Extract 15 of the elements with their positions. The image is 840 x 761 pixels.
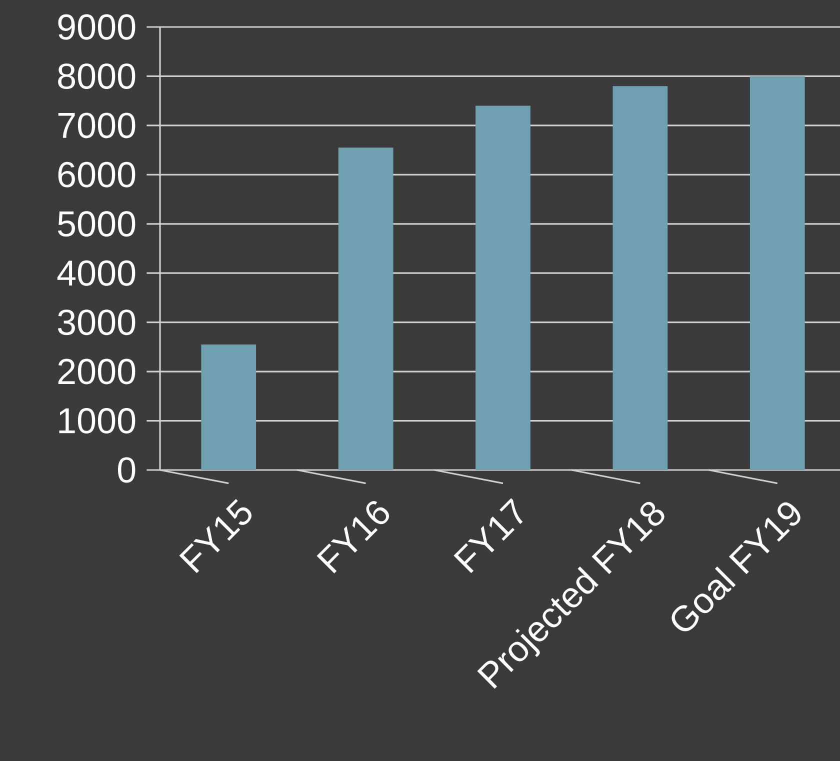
y-tick-label: 0 <box>118 457 136 483</box>
y-tick-label: 7000 <box>58 112 136 138</box>
bar <box>476 106 530 470</box>
bar <box>612 86 668 470</box>
y-tick-label: 3000 <box>58 310 136 336</box>
y-tick-label: 8000 <box>58 63 136 89</box>
bar <box>201 344 256 470</box>
y-tick-label: 1000 <box>59 408 136 434</box>
y-tick-label: 9000 <box>58 14 136 40</box>
bar <box>750 76 805 470</box>
y-tick-label: 4000 <box>57 260 136 286</box>
y-tick-label: 2000 <box>58 358 136 384</box>
y-tick-label: 6000 <box>58 162 136 188</box>
y-tick-label: 5000 <box>58 211 136 237</box>
bar <box>338 148 394 470</box>
